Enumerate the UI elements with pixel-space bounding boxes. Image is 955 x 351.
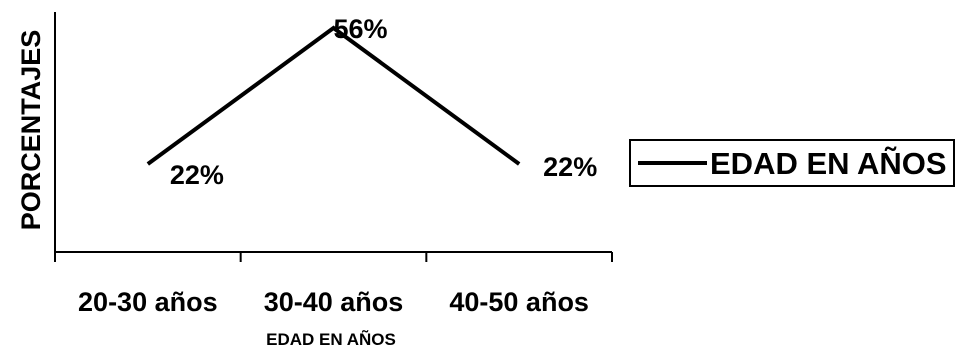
series-group: 22% 56% 22% <box>146 14 597 190</box>
data-label: 22% <box>170 160 224 190</box>
x-tick-group: 20-30 años 30-40 años 40-50 años <box>54 252 613 317</box>
data-label: 22% <box>543 152 597 182</box>
y-axis-title: PORCENTAJES <box>16 30 46 231</box>
x-axis-title: EDAD EN AÑOS <box>266 329 396 349</box>
x-tick-label: 30-40 años <box>264 287 404 317</box>
legend: EDAD EN AÑOS <box>629 139 955 187</box>
legend-series-label: EDAD EN AÑOS <box>710 146 947 181</box>
data-label: 56% <box>334 14 388 44</box>
legend-box <box>629 139 955 187</box>
x-tick-label: 20-30 años <box>78 287 218 317</box>
x-tick-label: 40-50 años <box>449 287 589 317</box>
series-line <box>146 25 521 166</box>
